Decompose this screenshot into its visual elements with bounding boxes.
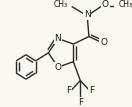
Text: F: F (78, 98, 83, 107)
Text: F: F (67, 86, 72, 95)
Text: CH₃: CH₃ (118, 0, 132, 9)
Text: O: O (102, 0, 109, 9)
Text: N: N (84, 10, 91, 19)
Text: O: O (54, 63, 61, 72)
Text: F: F (89, 86, 94, 95)
Text: CH₃: CH₃ (54, 0, 68, 9)
Text: O: O (100, 38, 107, 47)
Text: N: N (55, 34, 61, 43)
